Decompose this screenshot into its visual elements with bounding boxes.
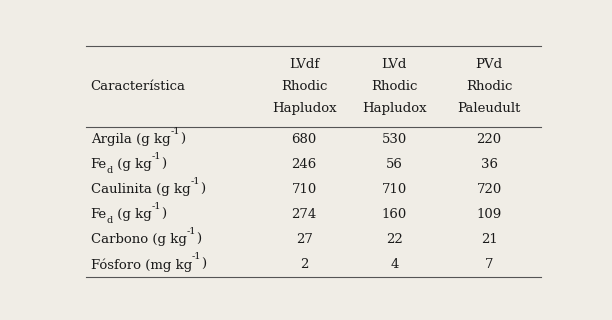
Text: 22: 22 — [386, 233, 403, 246]
Text: Rhodic: Rhodic — [371, 80, 417, 93]
Text: Fe: Fe — [91, 158, 107, 171]
Text: 710: 710 — [291, 183, 317, 196]
Text: Fósforo (mg kg: Fósforo (mg kg — [91, 258, 192, 272]
Text: LVdf: LVdf — [289, 58, 319, 71]
Text: ): ) — [180, 133, 185, 146]
Text: Hapludox: Hapludox — [272, 102, 337, 115]
Text: d: d — [107, 166, 113, 175]
Text: 36: 36 — [480, 158, 498, 171]
Text: -1: -1 — [187, 228, 196, 236]
Text: -1: -1 — [152, 152, 162, 161]
Text: 220: 220 — [477, 133, 502, 146]
Text: PVd: PVd — [476, 58, 502, 71]
Text: 4: 4 — [390, 258, 398, 271]
Text: 21: 21 — [481, 233, 498, 246]
Text: 27: 27 — [296, 233, 313, 246]
Text: Carbono (g kg: Carbono (g kg — [91, 233, 187, 246]
Text: Caulinita (g kg: Caulinita (g kg — [91, 183, 190, 196]
Text: 109: 109 — [477, 208, 502, 221]
Text: 274: 274 — [291, 208, 317, 221]
Text: d: d — [107, 216, 113, 225]
Text: 680: 680 — [291, 133, 317, 146]
Text: Paleudult: Paleudult — [457, 102, 521, 115]
Text: ): ) — [196, 233, 201, 246]
Text: 7: 7 — [485, 258, 493, 271]
Text: Rhodic: Rhodic — [281, 80, 327, 93]
Text: Fe: Fe — [91, 208, 107, 221]
Text: Rhodic: Rhodic — [466, 80, 512, 93]
Text: 246: 246 — [291, 158, 317, 171]
Text: 160: 160 — [382, 208, 407, 221]
Text: ): ) — [201, 258, 207, 271]
Text: -1: -1 — [152, 202, 162, 212]
Text: 710: 710 — [382, 183, 407, 196]
Text: ): ) — [200, 183, 205, 196]
Text: -1: -1 — [170, 127, 180, 136]
Text: LVd: LVd — [382, 58, 407, 71]
Text: (g kg: (g kg — [113, 208, 152, 221]
Text: ): ) — [162, 158, 166, 171]
Text: 720: 720 — [477, 183, 502, 196]
Text: 56: 56 — [386, 158, 403, 171]
Text: -1: -1 — [192, 252, 201, 261]
Text: Argila (g kg: Argila (g kg — [91, 133, 170, 146]
Text: 530: 530 — [382, 133, 407, 146]
Text: ): ) — [162, 208, 166, 221]
Text: -1: -1 — [190, 177, 200, 186]
Text: 2: 2 — [300, 258, 308, 271]
Text: Hapludox: Hapludox — [362, 102, 427, 115]
Text: Característica: Característica — [91, 80, 185, 93]
Text: (g kg: (g kg — [113, 158, 152, 171]
